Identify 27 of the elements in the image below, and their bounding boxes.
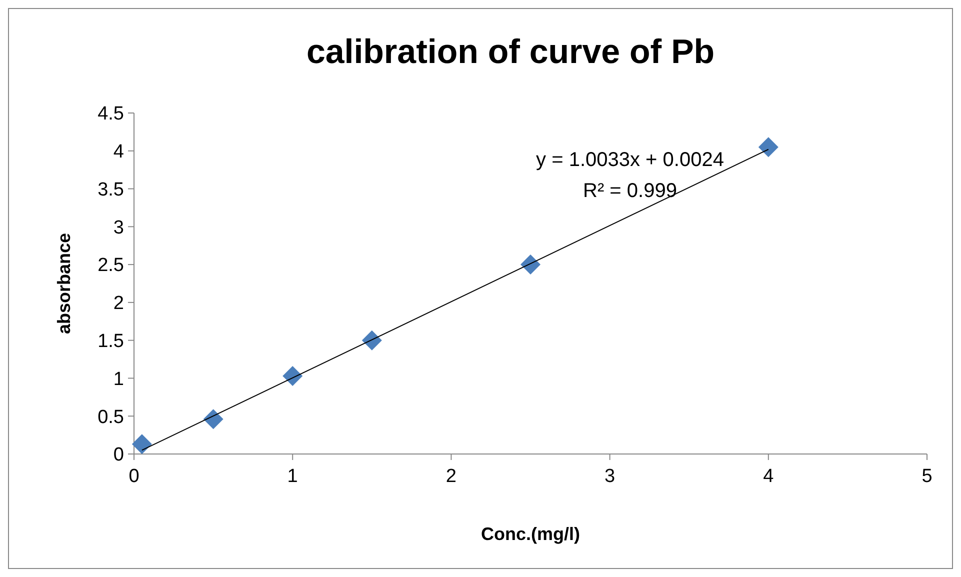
y-tick-label: 4 xyxy=(113,142,124,163)
point xyxy=(282,366,303,386)
y-tick-label: 3 xyxy=(113,217,124,238)
x-tick-label: 1 xyxy=(287,466,298,487)
point xyxy=(203,409,224,430)
point xyxy=(362,330,382,350)
x-tick-label: 3 xyxy=(604,466,616,487)
annotation: y = 1.0033x + 0.0024 xyxy=(536,149,724,171)
point xyxy=(520,254,540,275)
y-tick-label: 2 xyxy=(113,293,124,314)
annotation: R² = 0.999 xyxy=(583,180,677,202)
x-tick-label: 0 xyxy=(128,466,140,487)
y-tick-label: 4.5 xyxy=(98,104,124,125)
x-tick-label: 5 xyxy=(922,466,932,487)
chart-title: calibration of curve of Pb xyxy=(306,33,715,71)
y-tick-label: 2.5 xyxy=(98,255,124,276)
y-axis-title: absorbance xyxy=(54,232,74,334)
y-tick-label: 0.5 xyxy=(98,406,124,428)
y-tick-label: 1 xyxy=(113,368,124,390)
x-tick-label: 2 xyxy=(446,466,456,487)
point xyxy=(758,137,778,158)
y-tick-label: 3.5 xyxy=(98,179,124,200)
x-tick-label: 4 xyxy=(763,466,774,487)
x-axis-title: Conc.(mg/l) xyxy=(481,524,580,544)
y-tick-label: 0 xyxy=(113,444,124,466)
y-tick-label: 1.5 xyxy=(98,330,124,352)
point xyxy=(132,434,152,454)
